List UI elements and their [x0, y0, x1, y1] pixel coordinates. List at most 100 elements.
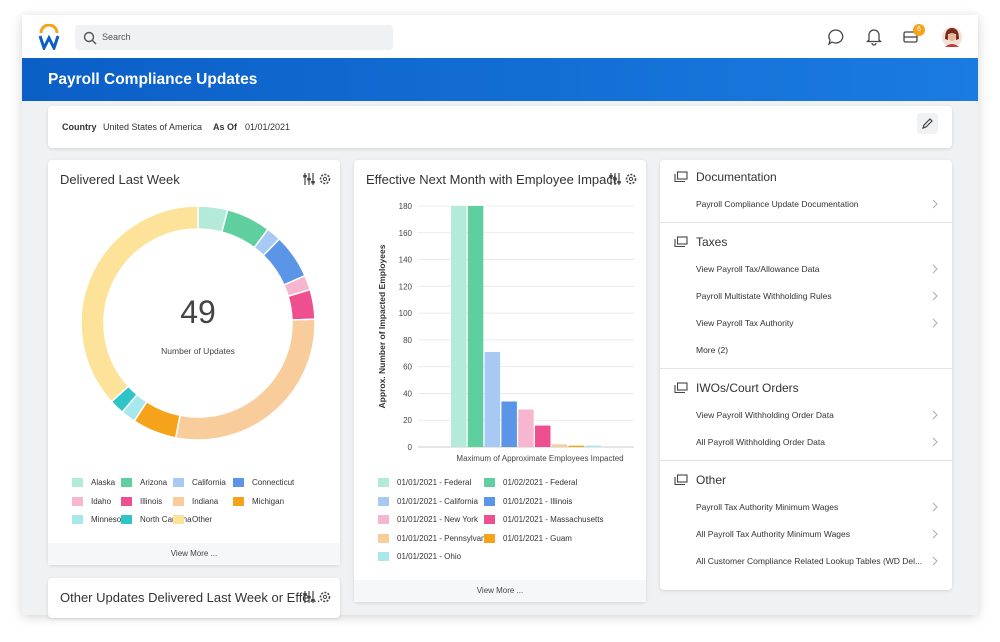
search-icon	[83, 31, 97, 45]
icon	[676, 236, 688, 245]
legend-swatch	[484, 496, 495, 506]
bar	[467, 206, 484, 447]
icon	[322, 176, 328, 182]
legend-swatch	[121, 478, 132, 487]
chat-icon[interactable]	[827, 28, 847, 46]
icon	[617, 181, 621, 184]
section-icon	[674, 474, 688, 486]
donut-card: Delivered Last Week 49 Number of Updates Al…	[48, 160, 340, 565]
legend-swatch	[233, 478, 244, 487]
link[interactable]: Payroll Compliance Update Documentation	[696, 199, 859, 209]
legend-item: 01/01/2021 - New York	[378, 515, 478, 524]
legend-item: Alaska	[72, 478, 115, 487]
link[interactable]: All Payroll Withholding Order Data	[696, 437, 825, 447]
y-tick-label: 180	[399, 202, 413, 211]
bar	[484, 351, 501, 447]
card-title: Effective Next Month with Employee Impac…	[366, 172, 617, 187]
bar	[451, 206, 467, 447]
legend-item: 01/02/2021 - Federal	[484, 478, 577, 487]
legend-swatch	[233, 496, 244, 506]
link[interactable]: All Payroll Tax Authority Minimum Wages	[696, 529, 850, 539]
icon	[628, 176, 634, 182]
legend-label: Indiana	[192, 496, 219, 506]
legend-swatch	[173, 496, 184, 506]
filter-value: United States of America	[103, 122, 203, 132]
link[interactable]: Payroll Multistate Withholding Rules	[696, 291, 832, 301]
icon	[932, 437, 938, 447]
bar-card: Effective Next Month with Employee Impac…	[354, 160, 646, 602]
legend-item: Minnesota	[72, 515, 128, 524]
icon	[303, 593, 307, 596]
icon	[311, 599, 315, 602]
icon	[932, 318, 938, 328]
view-more[interactable]: View More ...	[354, 580, 646, 602]
icon	[674, 385, 685, 394]
legend-item: California	[173, 478, 226, 487]
view-more[interactable]: View More ...	[48, 543, 340, 565]
icon	[319, 591, 331, 603]
legend-item: Idaho	[72, 496, 111, 506]
search-box[interactable]: Search	[75, 25, 393, 50]
legend-swatch	[72, 496, 83, 506]
links-panel: Documentation Payroll Compliance Update D…	[660, 160, 952, 590]
bell-icon[interactable]	[866, 28, 882, 46]
bar	[585, 445, 601, 447]
legend-item: 01/01/2021 - Guam	[484, 533, 572, 543]
legend-swatch	[378, 552, 389, 561]
legend-label: Arizona	[140, 478, 168, 487]
icon	[932, 264, 938, 274]
filter-value: 01/01/2021	[245, 122, 291, 132]
icon	[322, 594, 328, 600]
legend-item: Indiana	[173, 496, 219, 506]
legend-label: 01/02/2021 - Federal	[503, 478, 578, 487]
legend-item: 01/01/2021 - Massachusetts	[484, 515, 604, 524]
bar	[551, 444, 568, 447]
legend-label: 01/01/2021 - Federal	[397, 478, 472, 487]
divider	[660, 222, 952, 223]
link[interactable]: More (2)	[696, 345, 729, 355]
y-tick-label: 100	[399, 309, 413, 318]
center-label: Number of Updates	[161, 346, 235, 356]
icon	[319, 173, 331, 185]
divider	[660, 460, 952, 461]
logo[interactable]	[38, 24, 60, 50]
legend-swatch	[378, 533, 389, 543]
edit-button[interactable]	[917, 113, 938, 134]
legend-label: 01/01/2021 - New York	[397, 515, 478, 524]
icon	[932, 199, 938, 209]
section-title: Taxes	[696, 235, 728, 249]
card-settings[interactable]	[608, 171, 640, 187]
icon	[674, 174, 685, 183]
section-icon	[674, 382, 688, 394]
legend-label: 01/01/2021 - Illinois	[503, 496, 573, 506]
other-card: Other Updates Delivered Last Week or Eff…	[48, 578, 340, 618]
link[interactable]: View Payroll Withholding Order Data	[696, 410, 834, 420]
link[interactable]: Payroll Tax Authority Minimum Wages	[696, 502, 839, 512]
legend-label: Alaska	[91, 478, 116, 487]
bar	[568, 445, 585, 447]
icon	[676, 171, 688, 180]
card-settings[interactable]	[302, 171, 334, 187]
avatar[interactable]	[941, 26, 963, 48]
card-title: Other Updates Delivered Last Week or Eff…	[60, 590, 321, 605]
card-settings[interactable]	[302, 589, 334, 605]
bar	[501, 401, 517, 447]
section-title: Other	[696, 473, 727, 487]
y-tick-label: 20	[403, 416, 412, 425]
icon	[613, 178, 617, 181]
link[interactable]: View Payroll Tax/Allowance Data	[696, 264, 820, 274]
legend-item: 01/01/2021 - Illinois	[484, 496, 573, 506]
card-title: Delivered Last Week	[60, 172, 180, 187]
inbox-icon[interactable]	[902, 29, 920, 45]
section-title: IWOs/Court Orders	[696, 381, 799, 395]
chevron	[932, 264, 938, 274]
link[interactable]: View Payroll Tax Authority	[696, 318, 794, 328]
chevron	[932, 291, 938, 301]
legend-label: Connecticut	[252, 478, 295, 487]
divider	[660, 368, 952, 369]
legend-swatch	[121, 496, 132, 506]
section-title: Documentation	[696, 170, 777, 184]
y-tick-label: 60	[403, 363, 412, 372]
link[interactable]: All Customer Compliance Related Lookup T…	[696, 556, 923, 566]
